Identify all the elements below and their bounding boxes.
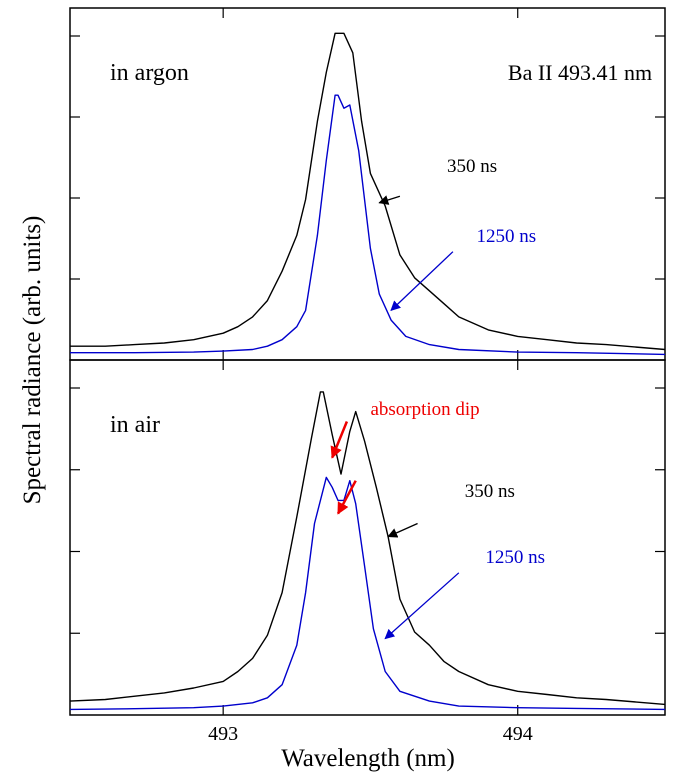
- panel-air: in air absorption dip 350 ns 1250 ns 493 494: [69, 359, 666, 745]
- annotation-label-air: 1250 ns: [485, 547, 545, 568]
- annotation-arrow-air: [387, 522, 418, 538]
- annotation-arrow-argon: [390, 251, 454, 312]
- y-axis-label: Spectral radiance (arb. units): [19, 216, 46, 505]
- annotation-arrow-air: [384, 572, 460, 640]
- annotation-label-argon: 1250 ns: [476, 226, 536, 247]
- annotation-arrow-argon: [378, 195, 401, 205]
- panel-argon: in argon Ba II 493.41 nm 350 ns 1250 ns: [69, 7, 666, 361]
- panel-frame-air: [69, 359, 666, 716]
- annotation-label-air: 350 ns: [465, 481, 515, 502]
- x-tick-label: 493: [208, 723, 238, 745]
- panel-label-argon: in argon: [110, 60, 189, 86]
- series-line-argon-350-ns: [70, 32, 666, 351]
- annotation-arrow-air: [336, 480, 357, 515]
- x-tick-label: 494: [503, 723, 533, 745]
- annotation-arrow-air: [330, 421, 349, 459]
- series-line-argon-1250-ns: [70, 94, 666, 356]
- x-axis-label: Wavelength (nm): [281, 745, 455, 772]
- annotation-label-argon: 350 ns: [447, 156, 497, 177]
- series-line-air-1250-ns: [69, 476, 666, 711]
- annotation-label-air: absorption dip: [370, 399, 479, 420]
- panel-label-air: in air: [110, 412, 160, 438]
- series-line-air-350-ns: [69, 391, 666, 706]
- line-label: Ba II 493.41 nm: [508, 60, 652, 85]
